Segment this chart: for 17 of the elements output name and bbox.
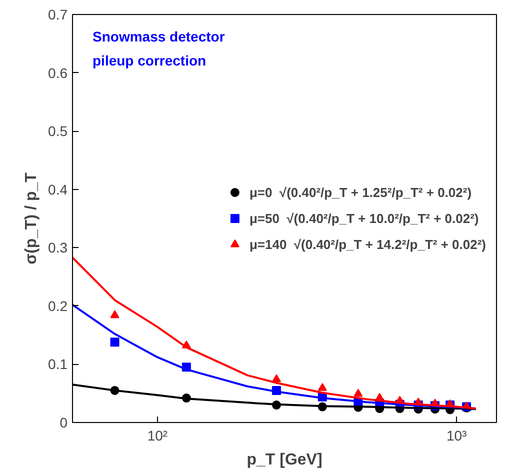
y-tick-label: 0	[60, 414, 68, 430]
annotation: Snowmass detector	[92, 28, 226, 44]
x-tick-label: 10³	[446, 428, 468, 444]
y-tick-label: 0.4	[48, 181, 68, 198]
legend-label: μ=0 √(0.40²/p_T + 1.25²/p_T² + 0.02²)	[249, 184, 472, 200]
y-tick-label: 0.1	[48, 356, 68, 372]
x-tick-label: 10²	[147, 428, 168, 444]
y-axis-title: σ(p_T) / p_T	[23, 172, 40, 264]
legend-label: μ=50 √(0.40²/p_T + 10.0²/p_T² + 0.02²)	[249, 210, 479, 226]
legend-label: μ=140 √(0.40²/p_T + 14.2²/p_T² + 0.02²)	[249, 236, 486, 252]
y-tick-label: 0.6	[48, 64, 68, 81]
annotation: pileup correction	[92, 52, 206, 68]
y-tick-label: 0.2	[48, 298, 68, 314]
y-tick-label: 0.7	[48, 6, 68, 22]
x-axis-title: p_T [GeV]	[246, 452, 322, 468]
y-tick-label: 0.5	[48, 123, 68, 140]
y-tick-label: 0.3	[48, 240, 68, 256]
